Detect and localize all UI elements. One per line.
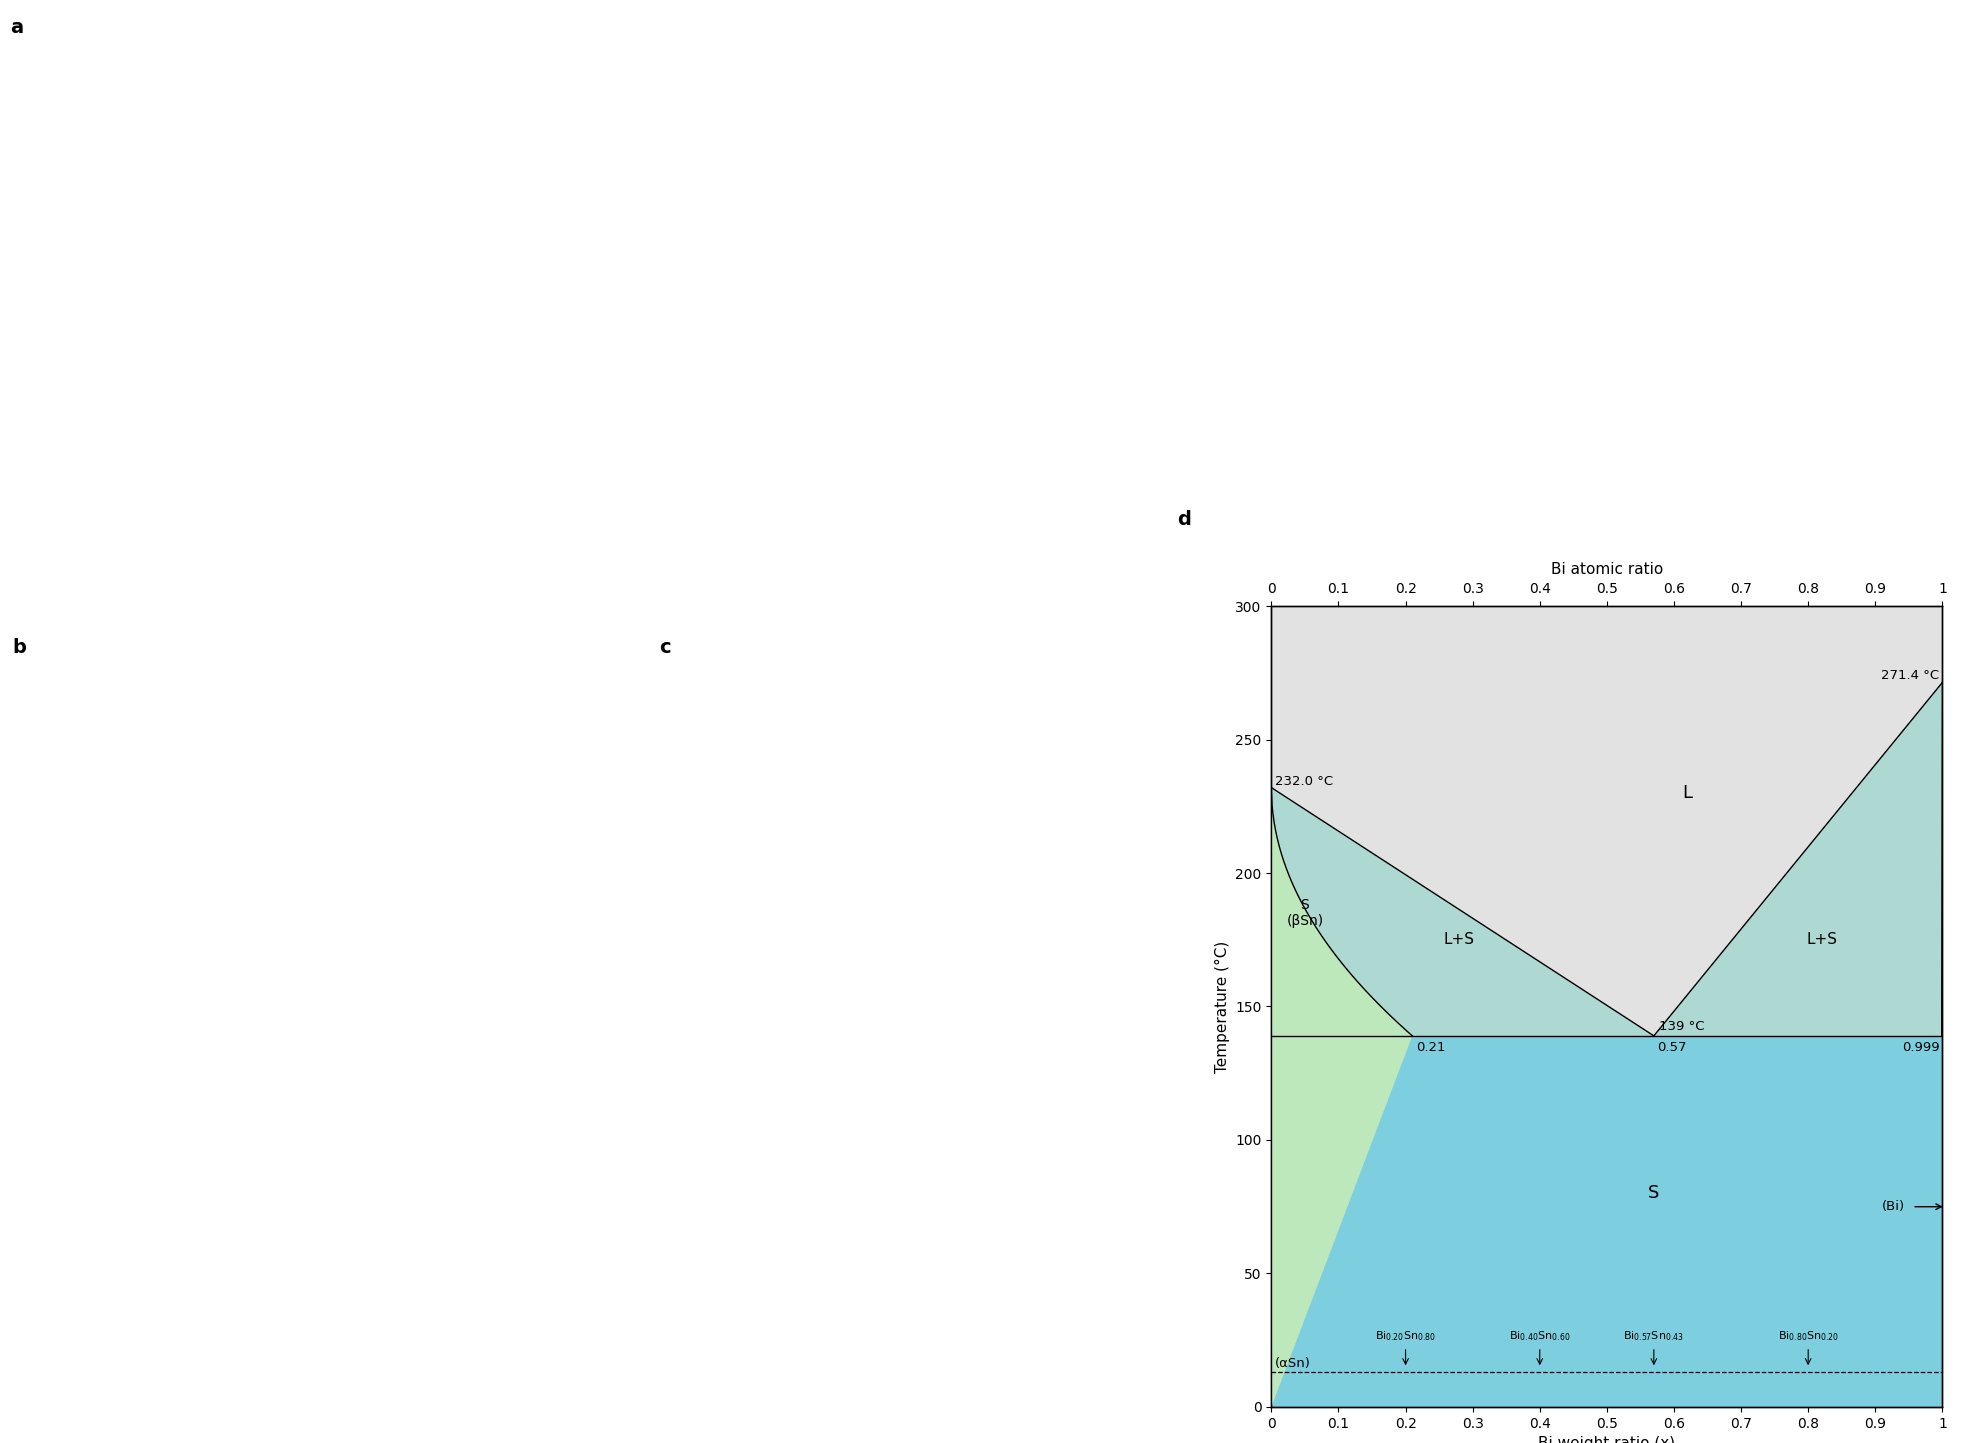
Text: Bi$_{0.40}$Sn$_{0.60}$: Bi$_{0.40}$Sn$_{0.60}$: [1509, 1329, 1570, 1343]
Text: Bi$_{0.80}$Sn$_{0.20}$: Bi$_{0.80}$Sn$_{0.20}$: [1778, 1329, 1838, 1343]
X-axis label: Bi atomic ratio: Bi atomic ratio: [1550, 561, 1664, 577]
X-axis label: Bi weight ratio (x): Bi weight ratio (x): [1538, 1436, 1676, 1443]
Text: a: a: [10, 17, 24, 38]
Text: (αSn): (αSn): [1275, 1356, 1311, 1369]
Polygon shape: [1271, 606, 1942, 1036]
Text: 232.0 °C: 232.0 °C: [1275, 775, 1332, 788]
Text: 139 °C: 139 °C: [1660, 1020, 1705, 1033]
Polygon shape: [1271, 788, 1413, 1407]
Text: L+S: L+S: [1807, 932, 1836, 947]
Text: Bi$_{0.20}$Sn$_{0.80}$: Bi$_{0.20}$Sn$_{0.80}$: [1375, 1329, 1436, 1343]
Text: (Bi): (Bi): [1882, 1201, 1905, 1214]
Polygon shape: [1271, 788, 1654, 1036]
Text: 0.57: 0.57: [1658, 1042, 1687, 1055]
Text: 0.21: 0.21: [1417, 1042, 1446, 1055]
Text: c: c: [659, 638, 671, 657]
Y-axis label: Temperature (°C): Temperature (°C): [1214, 941, 1230, 1072]
Text: 271.4 °C: 271.4 °C: [1882, 670, 1938, 683]
Text: S: S: [1648, 1185, 1660, 1202]
Text: S
(βSn): S (βSn): [1287, 898, 1324, 928]
Polygon shape: [1654, 683, 1942, 1036]
Text: 0.999: 0.999: [1901, 1042, 1940, 1055]
Text: d: d: [1177, 509, 1191, 530]
Text: L: L: [1681, 784, 1693, 802]
Text: Bi$_{0.57}$Sn$_{0.43}$: Bi$_{0.57}$Sn$_{0.43}$: [1623, 1329, 1683, 1343]
Text: L+S: L+S: [1444, 932, 1475, 947]
Text: b: b: [14, 638, 27, 657]
